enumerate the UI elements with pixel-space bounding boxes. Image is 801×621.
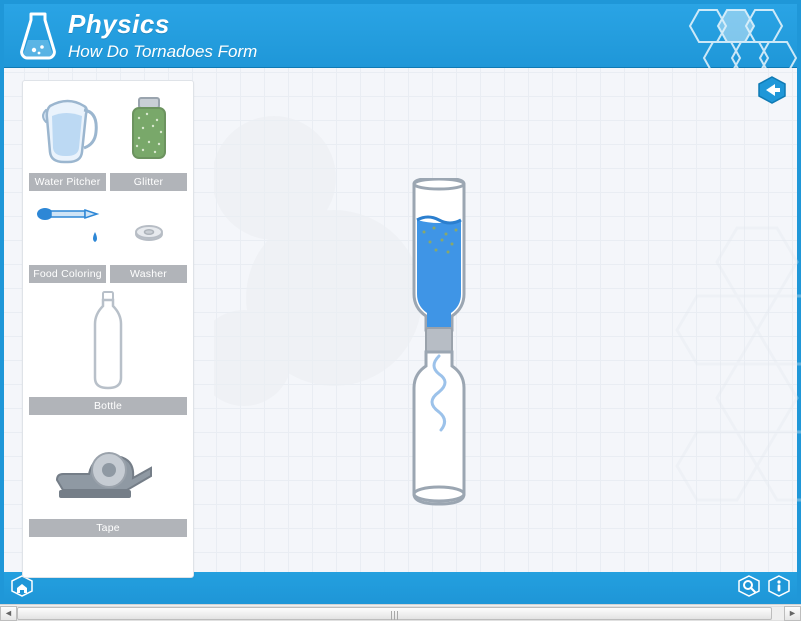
scrollbar-track[interactable]: [17, 606, 784, 621]
material-label: Water Pitcher: [29, 173, 106, 191]
washer-icon: [110, 195, 187, 265]
page-category: Physics: [68, 9, 170, 40]
search-button[interactable]: [737, 574, 761, 598]
material-label: Glitter: [110, 173, 187, 191]
header: Physics How Do Tornadoes Form: [4, 4, 797, 68]
material-glitter[interactable]: Glitter: [110, 87, 187, 191]
scrollbar-thumb[interactable]: [17, 607, 772, 620]
material-bottle[interactable]: Bottle: [29, 287, 187, 415]
bottle-icon: [29, 287, 187, 397]
back-button[interactable]: [757, 76, 787, 109]
info-button[interactable]: [767, 574, 791, 598]
hexagon-watermark-icon: [637, 218, 801, 553]
hexagon-decoration-icon: [577, 4, 797, 73]
material-tape[interactable]: Tape: [29, 419, 187, 537]
glitter-jar-icon: [110, 87, 187, 173]
scroll-left-arrow-icon[interactable]: ◄: [0, 606, 17, 621]
material-label: Food Coloring: [29, 265, 106, 283]
horizontal-scrollbar[interactable]: ◄ ►: [0, 604, 801, 621]
material-water-pitcher[interactable]: Water Pitcher: [29, 87, 106, 191]
pitcher-icon: [29, 87, 106, 173]
scroll-right-arrow-icon[interactable]: ►: [784, 606, 801, 621]
tornado-bottle-assembly[interactable]: [374, 178, 504, 513]
app-frame: Physics How Do Tornadoes Form: [0, 0, 801, 604]
materials-panel: Water Pitcher: [22, 80, 194, 578]
experiment-stage: [204, 68, 797, 572]
page-title: How Do Tornadoes Form: [68, 42, 257, 62]
material-label: Tape: [29, 519, 187, 537]
beaker-icon: [14, 10, 62, 67]
content-area: Water Pitcher: [4, 68, 797, 572]
material-food-coloring[interactable]: Food Coloring: [29, 195, 106, 283]
dropper-icon: [29, 195, 106, 265]
tape-dispenser-icon: [29, 419, 187, 519]
material-label: Bottle: [29, 397, 187, 415]
material-label: Washer: [110, 265, 187, 283]
material-washer[interactable]: Washer: [110, 195, 187, 283]
